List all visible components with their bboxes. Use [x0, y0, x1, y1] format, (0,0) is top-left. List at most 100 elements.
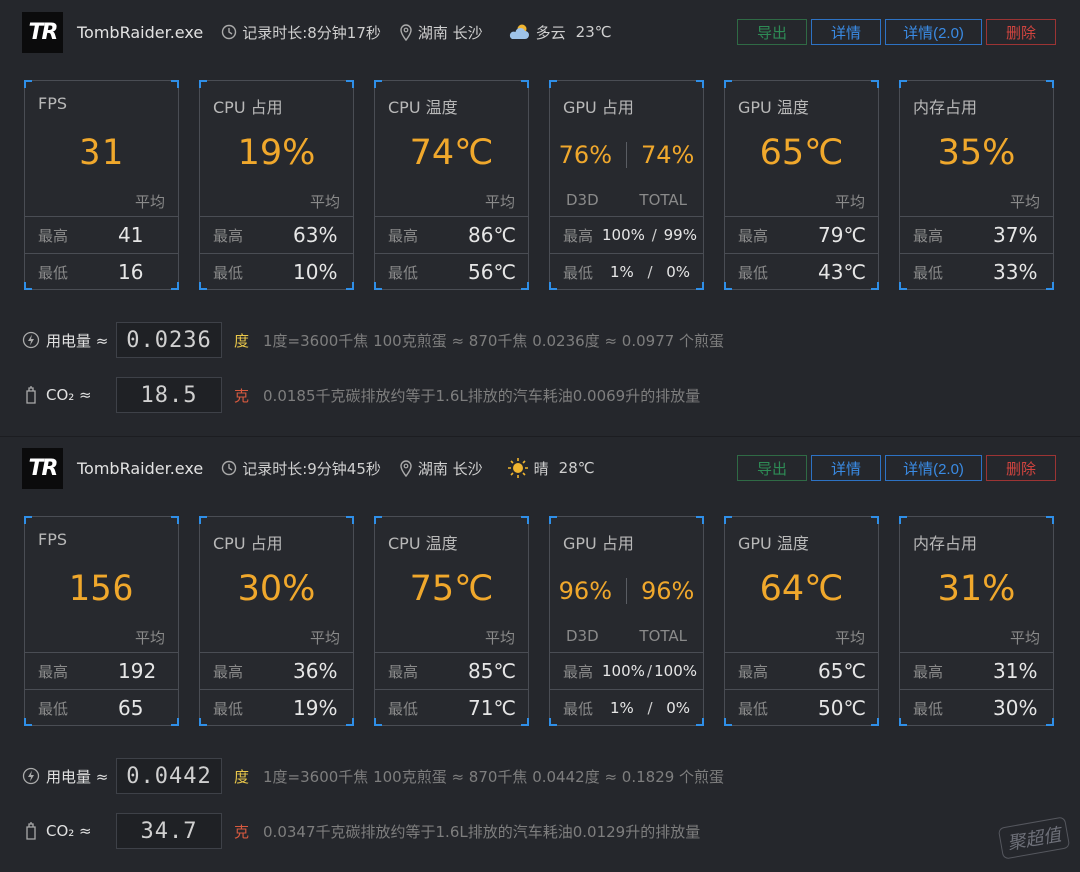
max-label: 最高 — [738, 662, 769, 681]
card-title: CPU 占用 — [213, 98, 283, 117]
min-label: 最低 — [563, 263, 594, 282]
min-label: 最低 — [213, 699, 244, 718]
card-corner-accent — [1046, 282, 1054, 290]
card-corner-accent — [24, 516, 32, 524]
export-button[interactable]: 导出 — [737, 455, 807, 481]
min-value: 10% — [293, 260, 338, 284]
sun-icon — [507, 458, 528, 478]
total-label: TOTAL — [639, 627, 687, 645]
stat-row: 最低 19% — [200, 690, 353, 726]
min-label: 最低 — [913, 699, 944, 718]
separator: / — [647, 263, 653, 281]
card-corner-accent — [549, 718, 557, 726]
fps-card: FPS 31 平均 最高 41 最低 16 — [24, 80, 179, 290]
min-label: 最低 — [38, 263, 69, 282]
max-label: 最高 — [213, 226, 244, 245]
action-buttons: 导出 详情 详情(2.0) 删除 — [737, 19, 1056, 45]
stat-row: 最低 16 — [25, 254, 178, 290]
gpu-usage-card: GPU 占用 96% 96% D3D TOTAL 最高 100%/100% 最低… — [549, 516, 704, 726]
card-corner-accent — [521, 80, 529, 88]
card-value: 65℃ — [759, 133, 844, 173]
co2-value: 18.5 — [116, 377, 222, 413]
card-corner-accent — [24, 282, 32, 290]
card-title: FPS — [38, 94, 68, 113]
d3d-label: D3D — [566, 627, 599, 645]
avg-label: 平均 — [484, 629, 515, 647]
gpu-value-group: 1% / 0% — [610, 263, 690, 281]
card-main-area: GPU 占用 76% 74% D3D TOTAL — [550, 81, 703, 217]
stat-row: 最高 100%/100% — [550, 653, 703, 690]
detail-v2-button[interactable]: 详情(2.0) — [885, 455, 982, 481]
card-corner-accent — [899, 80, 907, 88]
max-label: 最高 — [213, 662, 244, 681]
card-title: 内存占用 — [913, 534, 978, 553]
max-label: 最高 — [38, 226, 69, 245]
card-corner-accent — [171, 718, 179, 726]
power-label: 用电量 ≈ — [46, 331, 109, 350]
max-value: 41 — [118, 223, 144, 247]
record-card-1: TR TombRaider.exe 记录时长:9分钟45秒 湖南 长沙 晴 28… — [0, 436, 1080, 872]
stat-row: 最低 71℃ — [375, 690, 528, 726]
card-corner-accent — [724, 718, 732, 726]
max-value: 85℃ — [468, 659, 516, 683]
detail-button[interactable]: 详情 — [811, 455, 881, 481]
gpu-total-value: 74% — [641, 141, 695, 169]
card-corner-accent — [346, 516, 354, 524]
total-label: TOTAL — [639, 191, 687, 209]
min-label: 最低 — [738, 699, 769, 718]
min-value: 50℃ — [818, 696, 866, 720]
card-value: 74℃ — [409, 133, 494, 173]
card-main-area: GPU 占用 96% 96% D3D TOTAL — [550, 517, 703, 653]
location: 湖南 长沙 — [399, 458, 483, 479]
card-title: CPU 温度 — [388, 534, 458, 553]
detail-v2-button[interactable]: 详情(2.0) — [885, 19, 982, 45]
avg-label: 平均 — [309, 193, 340, 211]
separator: / — [646, 662, 653, 680]
max-total: 100% — [654, 662, 697, 680]
power-label: 用电量 ≈ — [46, 767, 109, 786]
weather-text: 晴 — [533, 459, 549, 478]
min-value: 65 — [118, 696, 144, 720]
max-value: 65℃ — [818, 659, 866, 683]
detail-button[interactable]: 详情 — [811, 19, 881, 45]
min-d3d: 1% — [610, 699, 634, 717]
min-label: 最低 — [738, 263, 769, 282]
power-value: 0.0442 — [116, 758, 222, 794]
record-card-0: TR TombRaider.exe 记录时长:8分钟17秒 湖南 长沙 多云 2… — [22, 11, 1056, 413]
min-label: 最低 — [38, 699, 69, 718]
card-corner-accent — [521, 516, 529, 524]
max-value: 192 — [118, 659, 157, 683]
divider — [626, 142, 627, 168]
memory-usage-card: 内存占用 31% 平均 最高 31% 最低 30% — [899, 516, 1054, 726]
game-logo: TR — [22, 11, 63, 53]
stat-row: 最低 30% — [900, 690, 1053, 726]
export-button[interactable]: 导出 — [737, 19, 807, 45]
card-value: 19% — [237, 133, 316, 173]
weather-text: 多云 — [535, 23, 566, 42]
max-label: 最高 — [913, 662, 944, 681]
power-unit: 度 — [234, 767, 250, 786]
stat-row: 最高 36% — [200, 653, 353, 690]
card-corner-accent — [199, 80, 207, 88]
delete-button[interactable]: 删除 — [986, 455, 1056, 481]
card-value: 31% — [937, 569, 1016, 609]
card-corner-accent — [24, 718, 32, 726]
co2-value: 34.7 — [116, 813, 222, 849]
card-corner-accent — [199, 282, 207, 290]
card-main-area: CPU 温度 75℃ 平均 — [375, 517, 528, 653]
card-corner-accent — [899, 516, 907, 524]
max-value: 79℃ — [818, 223, 866, 247]
min-value: 71℃ — [468, 696, 516, 720]
stat-row: 最高 79℃ — [725, 217, 878, 254]
card-title: CPU 温度 — [388, 98, 458, 117]
card-corner-accent — [374, 516, 382, 524]
card-value: 30% — [237, 569, 316, 609]
card-corner-accent — [171, 80, 179, 88]
max-label: 最高 — [563, 662, 594, 681]
delete-button[interactable]: 删除 — [986, 19, 1056, 45]
card-main-area: 内存占用 35% 平均 — [900, 81, 1053, 217]
location-text: 湖南 长沙 — [417, 459, 483, 478]
min-value: 16 — [118, 260, 144, 284]
card-main-area: CPU 温度 74℃ 平均 — [375, 81, 528, 217]
lightning-icon — [22, 331, 40, 349]
